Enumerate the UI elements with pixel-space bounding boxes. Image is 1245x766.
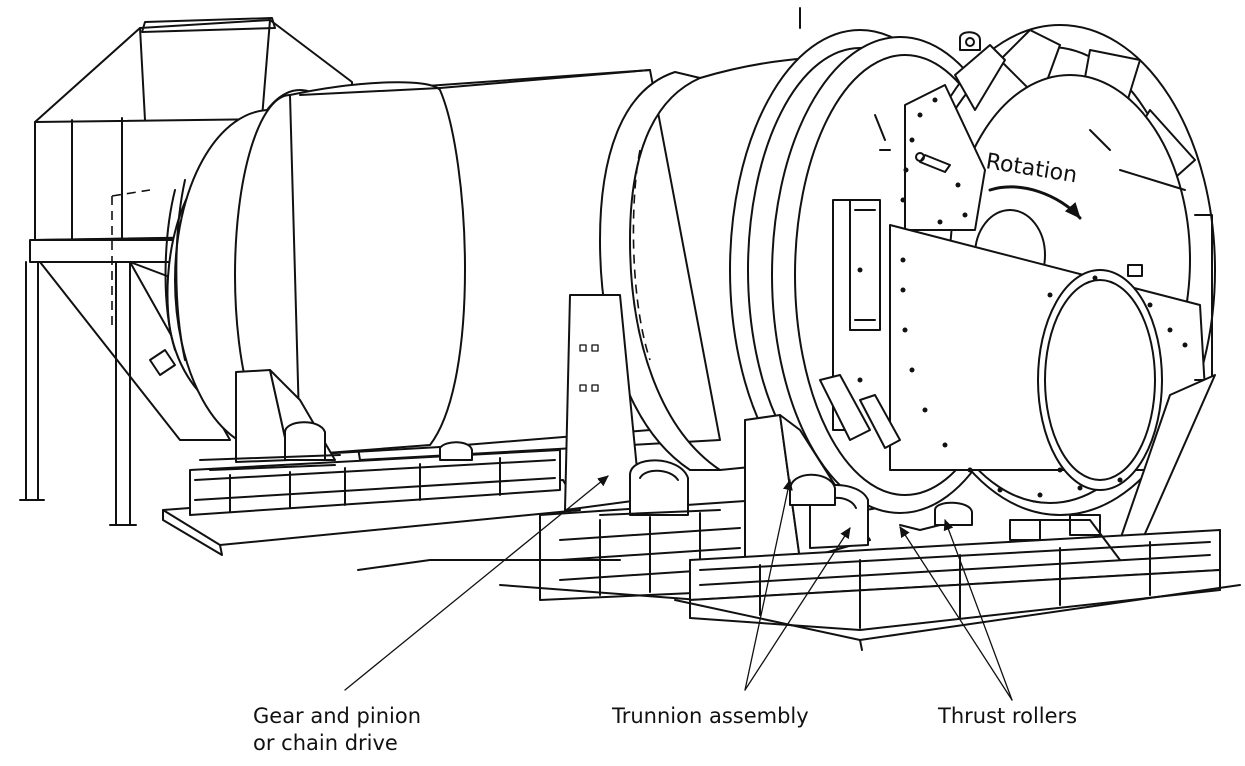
trunnion-leader-arrow-2 (744, 527, 851, 691)
gear-label-line2: or chain drive (253, 731, 398, 755)
gear-leader-arrow (344, 475, 609, 691)
rear-base (162, 449, 581, 556)
rotation-arrow-icon (988, 185, 1082, 220)
bolt-holes (857, 97, 1188, 498)
trunnion-leader-arrow-1 (744, 479, 793, 691)
thrust-leader-arrow-1 (943, 519, 1013, 701)
main-base (674, 519, 1241, 651)
front-support (744, 374, 1216, 569)
thrust-label: Thrust rollers (937, 704, 1077, 728)
callout-leaders (344, 475, 1013, 701)
callout-labels: Gear and pinion or chain drive Trunnion … (253, 704, 1077, 755)
thrust-leader-arrow-2 (899, 526, 1013, 701)
trunnion-label: Trunnion assembly (611, 704, 809, 728)
rear-support (199, 369, 473, 471)
gear-label-line1: Gear and pinion (253, 704, 421, 728)
discharge-end (832, 24, 1216, 516)
